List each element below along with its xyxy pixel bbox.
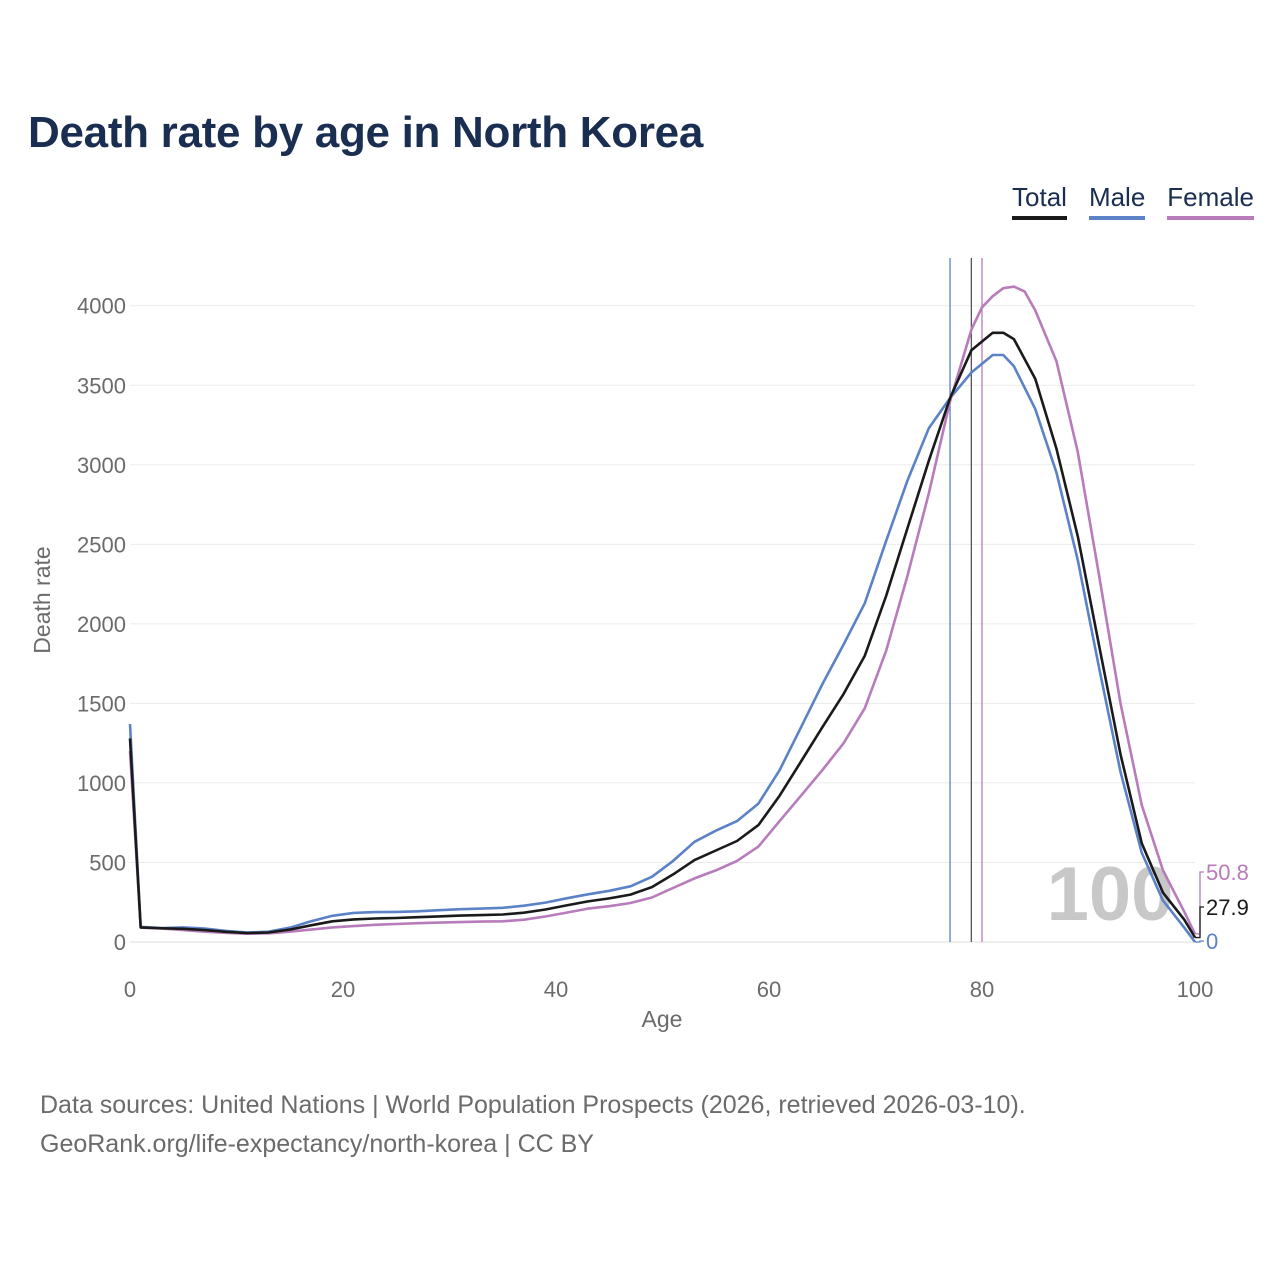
end-labels: 0 50.8 27.9 [1195, 860, 1249, 954]
y-axis: 0 500 1000 1500 2000 2500 3000 3500 4000 [77, 294, 126, 955]
data-sources: Data sources: United Nations | World Pop… [40, 1091, 1026, 1119]
chart-area: 100 050.827.9 05001000150020002500300035… [29, 258, 1249, 1032]
y-tick-label-0: 0 [114, 930, 126, 955]
series-line-male[interactable] [128, 353, 1197, 943]
series-line-female[interactable] [128, 285, 1197, 935]
y-tick-label-3500: 3500 [77, 373, 126, 398]
y-tick-label-2500: 2500 [77, 532, 126, 557]
y-tick-label-1500: 1500 [77, 691, 126, 716]
x-tick-label-0: 0 [124, 977, 136, 1002]
footer: Data sources: United Nations | World Pop… [40, 1086, 1026, 1164]
credit-link[interactable]: GeoRank.org/life-expectancy/north-korea … [40, 1130, 594, 1158]
end-label-female: 50.8 [1206, 860, 1249, 885]
x-tick-label-20: 20 [331, 977, 355, 1002]
x-tick-label-40: 40 [544, 977, 568, 1002]
end-label-total: 27.9 [1206, 895, 1249, 920]
x-tick-label-60: 60 [757, 977, 781, 1002]
series-lines [128, 285, 1197, 943]
y-tick-label-2000: 2000 [77, 612, 126, 637]
legend-item-total[interactable]: Total [1012, 182, 1067, 220]
y-tick-label-4000: 4000 [77, 294, 126, 319]
legend-item-male[interactable]: Male [1088, 182, 1146, 220]
legend-item-female[interactable]: Female [1167, 182, 1254, 220]
gridlines [130, 305, 1195, 943]
end-connector-female [1195, 871, 1204, 935]
end-connector-male [1195, 940, 1204, 943]
y-tick-label-3000: 3000 [77, 453, 126, 478]
legend: Total Male Female [1012, 182, 1254, 220]
series-line-total[interactable] [128, 331, 1197, 939]
x-tick-label-100: 100 [1177, 977, 1214, 1002]
end-connector-total [1195, 906, 1204, 939]
y-tick-label-1000: 1000 [77, 771, 126, 796]
x-tick-label-80: 80 [970, 977, 994, 1002]
x-axis: 0 20 40 60 80 100 [124, 977, 1213, 1002]
y-tick-label-500: 500 [89, 850, 126, 875]
year-watermark: 100 [1047, 852, 1174, 937]
end-label-male: 0 [1206, 929, 1218, 954]
y-axis-label: Death rate [29, 546, 55, 653]
chart-title: Death rate by age in North Korea [28, 108, 703, 157]
x-axis-label: Age [642, 1006, 683, 1032]
